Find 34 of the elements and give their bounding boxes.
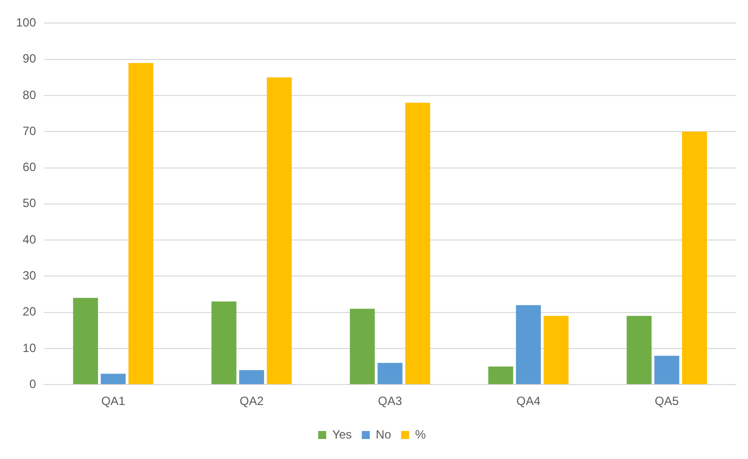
bar (350, 308, 375, 384)
bar (266, 77, 292, 384)
x-tick-label: QA4 (516, 394, 541, 408)
y-tick-label: 100 (16, 16, 36, 30)
x-tick-label: QA2 (240, 394, 264, 408)
y-tick-label: 20 (22, 304, 36, 319)
y-tick-label: 90 (22, 52, 36, 66)
y-tick-label: 10 (22, 340, 36, 355)
bar (73, 298, 98, 384)
y-tick-label: 0 (29, 376, 36, 391)
bar (211, 301, 236, 384)
bar (128, 62, 154, 384)
x-tick-label: QA3 (378, 394, 402, 408)
y-tick-label: 30 (22, 268, 36, 282)
legend-label: Yes (332, 427, 352, 442)
bar (516, 305, 541, 384)
bar (378, 362, 402, 384)
y-tick-label: 40 (22, 232, 36, 246)
legend-label: % (415, 427, 426, 442)
y-tick-label: 50 (22, 196, 36, 210)
y-tick-label: 60 (22, 160, 36, 174)
y-tick-label: 80 (22, 88, 36, 102)
bar (682, 132, 707, 384)
bar (100, 374, 126, 384)
bar (654, 356, 680, 384)
bar (239, 370, 264, 384)
bar (488, 366, 514, 384)
bar (544, 316, 569, 384)
x-tick-label: QA5 (654, 394, 680, 408)
bar (405, 102, 430, 384)
y-tick-label: 70 (22, 124, 36, 138)
x-tick-label: QA1 (101, 394, 126, 408)
bar (626, 316, 652, 384)
legend-label: No (376, 427, 392, 442)
